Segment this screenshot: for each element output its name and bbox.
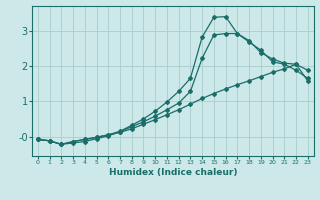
X-axis label: Humidex (Indice chaleur): Humidex (Indice chaleur) <box>108 168 237 177</box>
